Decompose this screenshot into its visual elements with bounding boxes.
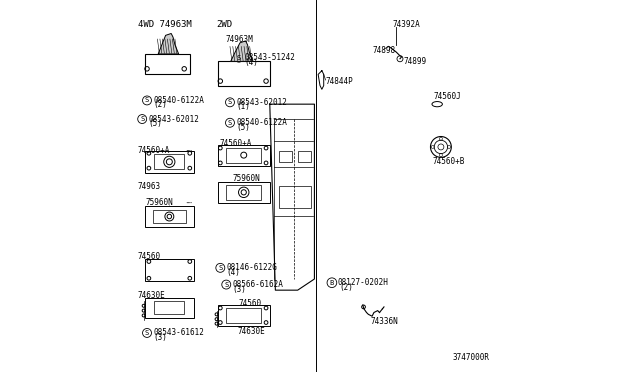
Text: 74899: 74899	[404, 57, 427, 66]
Text: 74560+A: 74560+A	[220, 139, 252, 148]
Text: S: S	[145, 97, 149, 103]
Bar	[218, 145, 270, 166]
Bar	[154, 301, 184, 314]
Text: 75960N: 75960N	[145, 198, 173, 207]
Text: 08543-62012: 08543-62012	[236, 98, 287, 107]
Polygon shape	[158, 33, 179, 54]
Text: 08543-61612: 08543-61612	[154, 328, 204, 337]
Text: S: S	[224, 282, 228, 288]
Text: 08540-6122A: 08540-6122A	[236, 118, 287, 127]
Text: 08146-6122G: 08146-6122G	[227, 263, 277, 272]
Text: S: S	[228, 99, 232, 105]
Bar	[145, 298, 193, 318]
Text: (3): (3)	[154, 333, 167, 342]
Text: (2): (2)	[154, 100, 167, 109]
Text: (4): (4)	[227, 268, 240, 277]
Text: 74392A: 74392A	[392, 20, 420, 29]
Text: 74963M: 74963M	[225, 35, 253, 44]
Text: 3747000R: 3747000R	[452, 353, 489, 362]
Bar	[227, 185, 261, 200]
Bar	[279, 186, 310, 208]
Text: 74844P: 74844P	[326, 77, 353, 86]
Text: 2WD: 2WD	[216, 20, 232, 29]
Text: S: S	[218, 265, 223, 271]
Text: 74560J: 74560J	[433, 92, 461, 101]
Text: 74560: 74560	[138, 252, 161, 261]
Text: 4WD 74963M: 4WD 74963M	[138, 20, 191, 29]
Bar	[152, 210, 186, 223]
Text: 08566-6162A: 08566-6162A	[232, 280, 284, 289]
Text: 75960N: 75960N	[232, 174, 260, 183]
Bar	[154, 154, 184, 169]
Bar	[218, 305, 270, 326]
Bar	[227, 308, 261, 323]
Bar	[145, 259, 193, 281]
Text: 08127-0202H: 08127-0202H	[338, 278, 388, 287]
Text: 74336N: 74336N	[370, 317, 398, 326]
Bar	[298, 151, 310, 162]
Text: (5): (5)	[236, 123, 250, 132]
Text: 74963: 74963	[138, 182, 161, 190]
Text: 74560+B: 74560+B	[433, 157, 465, 166]
Bar	[145, 54, 190, 74]
Text: S: S	[140, 116, 144, 122]
Text: 74898: 74898	[372, 46, 396, 55]
Text: S: S	[145, 330, 149, 336]
Text: 08540-6122A: 08540-6122A	[154, 96, 204, 105]
Text: 74630E: 74630E	[237, 327, 265, 336]
Polygon shape	[231, 41, 253, 61]
Bar	[227, 148, 261, 163]
Bar	[145, 151, 193, 173]
Text: (4): (4)	[245, 58, 259, 67]
Text: (1): (1)	[236, 102, 250, 111]
Bar	[145, 206, 193, 227]
Bar	[279, 151, 292, 162]
Text: B: B	[330, 280, 334, 286]
Text: 74560+A: 74560+A	[138, 146, 170, 155]
Bar	[218, 61, 270, 86]
Text: (2): (2)	[339, 283, 353, 292]
Text: 74630E: 74630E	[138, 291, 166, 300]
Text: (3): (3)	[232, 285, 246, 294]
Text: (5): (5)	[148, 119, 162, 128]
Text: 08543-62012: 08543-62012	[148, 115, 199, 124]
Text: 74560: 74560	[239, 299, 262, 308]
Bar	[218, 182, 270, 203]
Text: 08543-51242: 08543-51242	[245, 53, 296, 62]
Text: S: S	[228, 120, 232, 126]
Text: S: S	[237, 55, 241, 61]
